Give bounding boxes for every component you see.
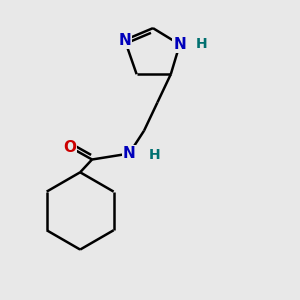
Text: N: N xyxy=(173,37,186,52)
Text: H: H xyxy=(196,37,208,51)
Text: H: H xyxy=(148,148,160,162)
Text: N: N xyxy=(123,146,136,161)
Text: N: N xyxy=(118,32,131,47)
Text: O: O xyxy=(63,140,76,154)
